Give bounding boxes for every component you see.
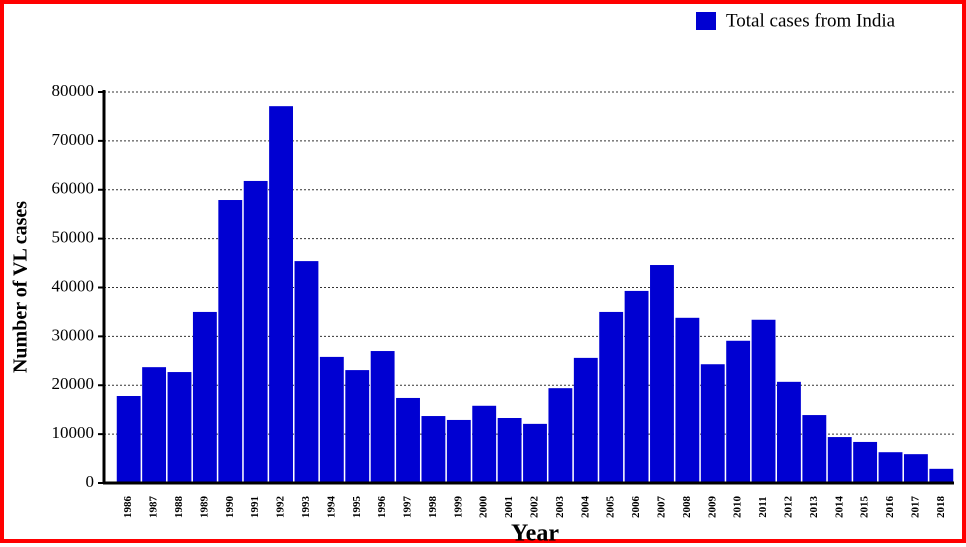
bar (243, 180, 268, 483)
y-tick-label: 20000 (52, 374, 95, 393)
bar (624, 290, 649, 483)
x-tick-label: 1989 (198, 496, 210, 519)
bar (396, 397, 420, 483)
bar (700, 364, 725, 483)
bar (675, 317, 700, 483)
x-tick-label: 2012 (782, 496, 794, 519)
y-tick-label: 60000 (52, 179, 95, 198)
y-tick-label: 0 (86, 472, 95, 491)
y-axis-title: Number of VL cases (10, 201, 32, 373)
bar (142, 367, 167, 483)
y-tick-label: 10000 (52, 423, 95, 442)
bar (116, 396, 141, 483)
x-tick-label: 1997 (402, 496, 414, 519)
bar (751, 319, 776, 483)
x-tick-label: 1996 (376, 496, 388, 519)
x-tick-label: 2011 (757, 496, 769, 517)
y-tick-label: 30000 (52, 325, 95, 344)
bar (548, 388, 573, 483)
x-tick-label: 1991 (249, 496, 261, 518)
x-tick-label: 2005 (605, 496, 617, 519)
y-tick-label: 40000 (52, 276, 95, 295)
x-tick-label: 2010 (732, 496, 744, 519)
x-tick-label: 2009 (706, 496, 718, 519)
x-tick-label: 2018 (935, 496, 947, 519)
bar (370, 351, 395, 483)
bar (269, 106, 293, 483)
x-tick-label: 2008 (681, 496, 693, 519)
y-tick-label: 50000 (52, 228, 95, 247)
x-tick-label: 1987 (148, 496, 160, 519)
bar (599, 311, 624, 483)
x-tick-label: 2017 (909, 496, 921, 519)
x-tick-label: 2016 (884, 496, 896, 519)
bar (446, 419, 471, 483)
x-tick-label: 1993 (300, 496, 312, 519)
bar (192, 311, 217, 483)
x-tick-label: 2000 (478, 496, 490, 519)
legend-swatch (696, 12, 716, 30)
bar (472, 405, 497, 483)
y-tick-label: 80000 (52, 81, 95, 100)
bar (802, 415, 827, 483)
bar (777, 381, 801, 483)
bar (903, 454, 928, 483)
x-tick-label: 2004 (579, 496, 591, 519)
y-tick-label: 70000 (52, 130, 95, 149)
bar (421, 416, 446, 483)
x-tick-label: 1988 (173, 496, 185, 519)
x-tick-label: 2006 (630, 496, 642, 519)
bar (878, 452, 903, 483)
x-axis-title: Year (511, 521, 559, 547)
bar (319, 356, 344, 483)
bar (573, 357, 598, 483)
x-tick-label: 2002 (529, 496, 541, 519)
x-tick-label: 2015 (859, 496, 871, 519)
legend-label: Total cases from India (726, 10, 896, 31)
bar (853, 441, 878, 483)
bar (523, 423, 547, 483)
x-tick-label: 2014 (833, 496, 845, 519)
x-tick-label: 1986 (122, 496, 134, 519)
bar (497, 417, 522, 483)
bar (218, 200, 243, 484)
x-tick-label: 1995 (351, 496, 363, 519)
bar (167, 372, 192, 483)
bar (345, 370, 370, 483)
x-tick-label: 1994 (325, 496, 337, 519)
x-tick-label: 2001 (503, 496, 515, 518)
x-tick-label: 2007 (656, 496, 668, 519)
bar (929, 468, 954, 483)
bar (827, 437, 852, 483)
bar (726, 340, 751, 483)
bar (294, 261, 319, 483)
x-tick-label: 1990 (224, 496, 236, 519)
x-tick-label: 1999 (452, 496, 464, 519)
chart: Year Number of VL cases 0 10000 20000 30000… (10, 10, 954, 547)
x-tick-label: 2003 (554, 496, 566, 519)
x-tick-label: 1992 (275, 496, 287, 519)
x-tick-label: 1998 (427, 496, 439, 519)
x-tick-label: 2013 (808, 496, 820, 519)
bar (650, 265, 674, 483)
